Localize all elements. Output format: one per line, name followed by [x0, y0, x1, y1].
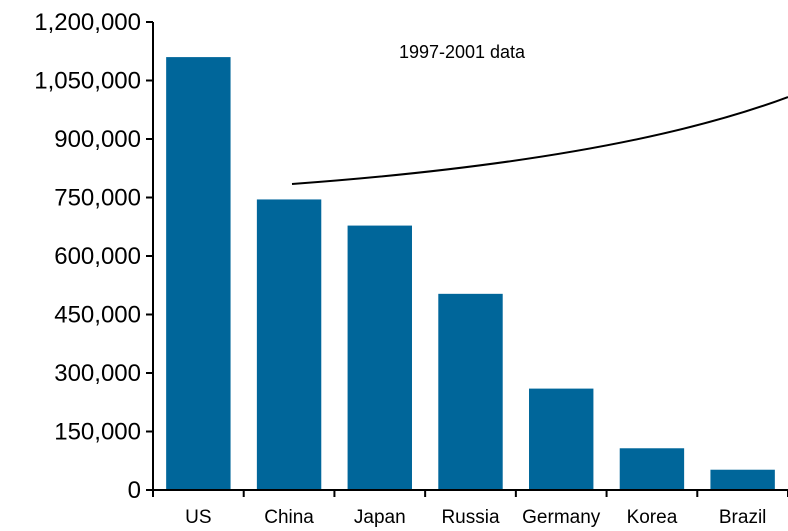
y-tick-label: 1,050,000 — [34, 68, 141, 95]
y-tick-label: 0 — [128, 477, 141, 504]
x-tick-label: Korea — [627, 507, 678, 528]
x-tick-label: Germany — [522, 507, 601, 528]
annotation-curve — [291, 96, 788, 185]
x-tick-label: Russia — [441, 507, 500, 528]
chart-annotation: 1997-2001 data — [399, 42, 526, 62]
x-tick-label: China — [264, 507, 314, 528]
x-tick-label: US — [185, 507, 211, 528]
y-tick-label: 1,200,000 — [34, 9, 141, 36]
bar-korea — [619, 448, 685, 490]
bar-germany — [529, 388, 594, 490]
y-tick-label: 450,000 — [54, 302, 141, 329]
bar-us — [166, 57, 231, 490]
x-tick-label: Brazil — [719, 507, 767, 528]
y-tick-label: 300,000 — [54, 360, 141, 387]
bar-japan — [347, 225, 412, 490]
y-axis-ticks: 0 150,000 300,000 450,000 600,000 750,000 900,… — [34, 9, 153, 504]
bar-brazil — [710, 469, 775, 490]
y-tick-label: 600,000 — [54, 243, 141, 270]
x-axis-ticks: US China Japan Russia Germany Korea Brazil — [152, 490, 788, 528]
y-tick-label: 750,000 — [54, 185, 141, 212]
y-tick-label: 150,000 — [54, 419, 141, 446]
y-tick-label: 900,000 — [54, 126, 141, 153]
bars — [166, 57, 775, 490]
x-tick-label: Japan — [354, 507, 406, 528]
bar-china — [256, 199, 322, 490]
bar-russia — [438, 293, 503, 490]
